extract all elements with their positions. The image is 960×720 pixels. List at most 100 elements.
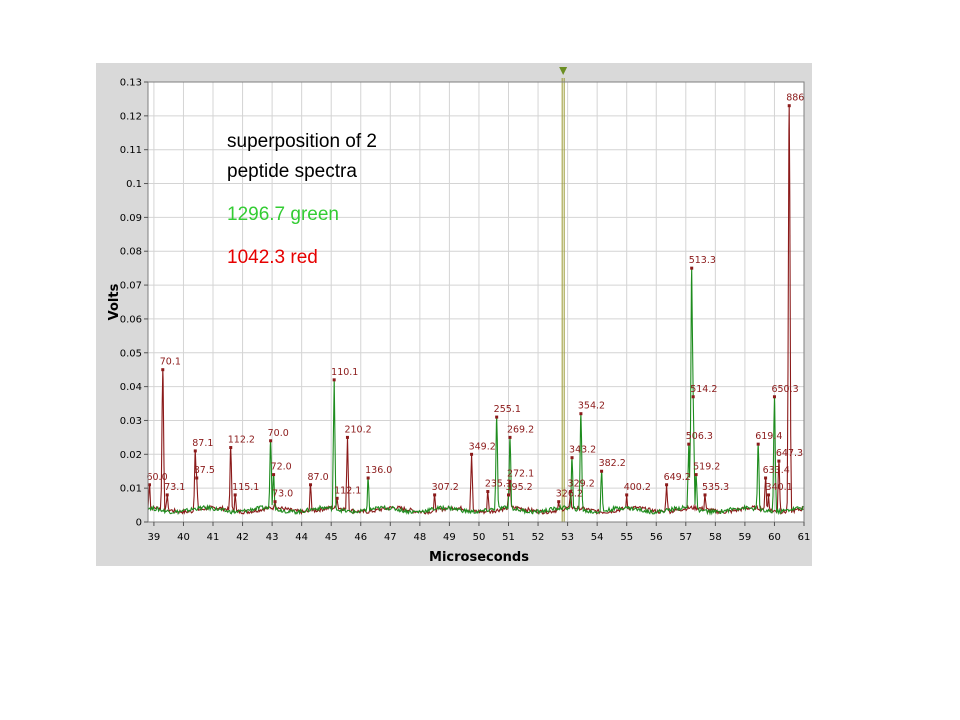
peak-label: 70.1 [160, 357, 181, 368]
peak-label: 112.2 [228, 435, 255, 446]
peak-marker [600, 469, 604, 473]
peak-marker [335, 496, 339, 500]
peak-label: 647.3 [776, 448, 803, 459]
peak-label: 307.2 [432, 482, 459, 493]
x-tick-label: 58 [709, 532, 722, 543]
peak-label: 506.3 [686, 431, 713, 442]
peak-label: 354.2 [578, 401, 605, 412]
peak-marker [193, 449, 197, 453]
peak-marker [787, 104, 791, 108]
y-tick-label: 0.09 [120, 213, 142, 224]
peak-marker [687, 442, 691, 446]
y-tick-label: 0.02 [120, 450, 142, 461]
x-tick-label: 42 [236, 532, 249, 543]
peak-label: 326.2 [556, 489, 583, 500]
peak-marker [625, 493, 629, 497]
peak-marker [433, 493, 437, 497]
peak-label: 72.0 [271, 462, 292, 473]
annotation-line-2: peptide spectra [227, 161, 357, 182]
y-tick-label: 0.04 [120, 382, 142, 393]
y-tick-label: 0.13 [120, 78, 142, 89]
y-tick-label: 0.1 [126, 179, 142, 190]
x-tick-label: 55 [620, 532, 633, 543]
x-tick-label: 52 [532, 532, 545, 543]
peak-label: 343.2 [569, 445, 596, 456]
chart-panel: 60.0 70.1 73.1 87.1 87.5 112.2 115.1 73.0 87.0 11… [96, 63, 812, 566]
peak-label: 535.3 [702, 482, 729, 493]
peak-marker [772, 395, 776, 399]
y-tick-label: 0.01 [120, 484, 142, 495]
peak-label: 136.0 [365, 465, 392, 476]
cursor-handle-icon[interactable] [559, 67, 568, 75]
x-tick-label: 43 [266, 532, 279, 543]
x-axis-title: Microseconds [429, 550, 529, 565]
peak-label: 514.2 [690, 384, 717, 395]
peak-marker [690, 266, 694, 270]
peak-label: 87.0 [308, 472, 329, 483]
y-tick-label: 0.08 [120, 247, 142, 258]
peak-marker [691, 395, 695, 399]
peak-marker [366, 476, 370, 480]
annotation-block: superposition of 2 peptide spectra 1296.… [227, 131, 377, 268]
peak-marker [777, 459, 781, 463]
peak-label: 73.1 [164, 482, 185, 493]
peak-markers [147, 104, 791, 504]
peak-label: 619.4 [755, 431, 782, 442]
peak-label: 513.3 [689, 255, 716, 266]
peak-marker [495, 415, 499, 419]
peak-marker [229, 446, 233, 450]
peak-marker [756, 442, 760, 446]
peak-marker [486, 490, 490, 494]
peak-marker [694, 473, 698, 477]
x-tick-label: 39 [148, 532, 161, 543]
x-tick-label: 41 [207, 532, 220, 543]
y-tick-label: 0.05 [120, 348, 142, 359]
peak-marker [332, 378, 336, 382]
peak-marker [165, 493, 169, 497]
plot-border [147, 81, 805, 523]
peak-marker [764, 476, 768, 480]
peak-labels: 60.0 70.1 73.1 87.1 87.5 112.2 115.1 73.0 87.0 11… [146, 93, 804, 500]
y-tick-label: 0.12 [120, 111, 142, 122]
peak-label: 329.2 [568, 479, 595, 490]
peak-marker [703, 493, 707, 497]
peak-marker [508, 479, 512, 483]
x-tick-label: 50 [473, 532, 486, 543]
peak-label: 210.2 [344, 424, 371, 435]
peak-label: 70.0 [268, 428, 289, 439]
peak-label: 255.1 [494, 404, 521, 415]
x-tick-label: 57 [679, 532, 692, 543]
peak-marker [570, 456, 574, 460]
peak-label: 235.1 [485, 479, 512, 490]
x-tick-label: 45 [325, 532, 338, 543]
peak-marker [147, 483, 151, 487]
peak-label: 87.1 [192, 438, 213, 449]
peak-label: 340.1 [766, 482, 793, 493]
x-axis-ticks: 39 40 41 42 43 44 45 46 47 48 49 50 51 52 53 54 55 56 57 58… [148, 522, 810, 543]
y-tick-label: 0.03 [120, 416, 142, 427]
x-tick-label: 54 [591, 532, 604, 543]
peak-marker [309, 483, 313, 487]
y-tick-label: 0 [136, 518, 142, 529]
peak-label: 110.1 [331, 367, 358, 378]
peak-label: 269.2 [507, 424, 534, 435]
x-tick-label: 49 [443, 532, 456, 543]
x-tick-label: 44 [295, 532, 308, 543]
peak-marker [507, 493, 511, 497]
peak-label: 87.5 [194, 465, 215, 476]
annotation-line-1: superposition of 2 [227, 131, 377, 152]
peak-label: 519.2 [693, 462, 720, 473]
peak-label: 649.2 [664, 472, 691, 483]
peak-label: 650.3 [771, 384, 798, 395]
peak-marker [665, 483, 669, 487]
y-tick-label: 0.06 [120, 314, 142, 325]
cursor-line[interactable] [559, 67, 568, 522]
plot-area [148, 82, 804, 522]
x-tick-label: 46 [354, 532, 367, 543]
peak-marker [269, 439, 273, 443]
peak-label: 886 [786, 93, 804, 104]
annotation-red-series: 1042.3 red [227, 247, 318, 268]
peak-marker [345, 435, 349, 439]
peak-marker [273, 500, 277, 504]
peak-marker [272, 473, 276, 477]
